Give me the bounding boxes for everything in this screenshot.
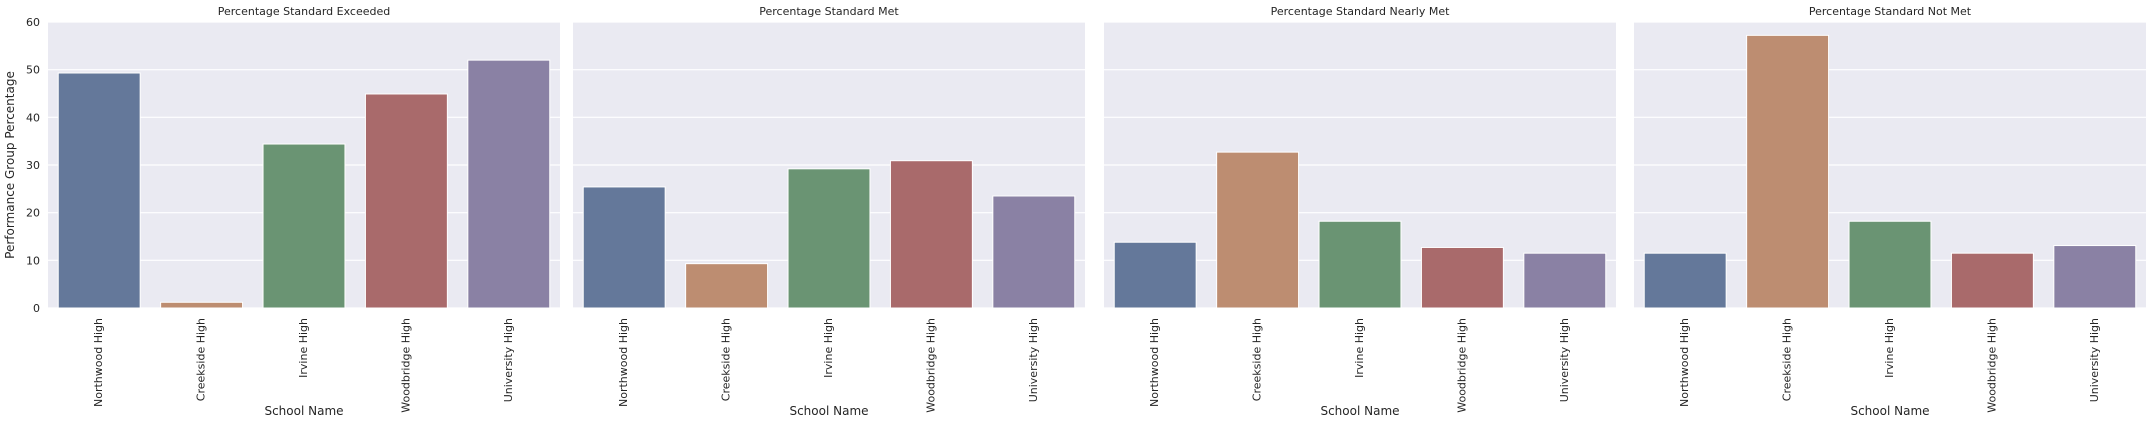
chart-panel: Percentage Standard Met Northwood High Cre… xyxy=(573,5,1085,418)
bar xyxy=(1746,34,1830,309)
x-axis-label: School Name xyxy=(789,404,868,418)
bar xyxy=(889,160,973,309)
x-tick-label: Irvine High xyxy=(297,318,310,378)
bar xyxy=(1523,252,1607,309)
bar xyxy=(1318,220,1402,309)
x-tick-label: Creekside High xyxy=(720,318,733,401)
y-tick-label: 10 xyxy=(26,254,40,267)
y-tick-label: 0 xyxy=(33,302,40,315)
bar xyxy=(467,59,551,309)
x-tick-label: Northwood High xyxy=(1678,318,1691,407)
chart-panel: Percentage Standard Not Met Northwood Hig… xyxy=(1634,5,2146,418)
bar xyxy=(57,72,141,309)
bar xyxy=(1420,246,1504,309)
panel-title: Percentage Standard Nearly Met xyxy=(1271,5,1450,18)
x-tick-label: Creekside High xyxy=(195,318,208,401)
x-tick-label: Irvine High xyxy=(822,318,835,378)
y-axis-label: Performance Group Percentage xyxy=(3,71,17,259)
bar xyxy=(1113,241,1197,309)
bar xyxy=(1848,220,1932,309)
x-tick-label: Woodbridge High xyxy=(1455,318,1468,413)
bar xyxy=(2053,245,2137,309)
x-axis-label: School Name xyxy=(264,404,343,418)
x-tick-label: Creekside High xyxy=(1781,318,1794,401)
x-tick-label: Irvine High xyxy=(1883,318,1896,378)
x-axis-label: School Name xyxy=(1850,404,1929,418)
y-tick-label: 30 xyxy=(26,159,40,172)
bar xyxy=(685,263,769,309)
bar xyxy=(1950,252,2034,309)
x-tick-label: University High xyxy=(1027,318,1040,402)
panel-title: Percentage Standard Met xyxy=(759,5,899,18)
x-tick-label: Woodbridge High xyxy=(399,318,412,413)
bar xyxy=(160,301,244,309)
x-tick-label: University High xyxy=(502,318,515,402)
bar xyxy=(262,143,346,309)
bar xyxy=(787,168,871,309)
chart-panel: Percentage Standard Nearly Met Northwood … xyxy=(1104,5,1616,418)
bar xyxy=(1643,252,1727,309)
x-tick-label: Creekside High xyxy=(1251,318,1264,401)
bar xyxy=(364,93,448,309)
y-tick-label: 40 xyxy=(26,111,40,124)
bar xyxy=(582,186,666,309)
x-tick-label: Woodbridge High xyxy=(1985,318,1998,413)
y-tick-label: 50 xyxy=(26,64,40,77)
x-tick-label: University High xyxy=(1558,318,1571,402)
x-axis-label: School Name xyxy=(1320,404,1399,418)
x-tick-label: University High xyxy=(2088,318,2101,402)
x-tick-label: Irvine High xyxy=(1353,318,1366,378)
y-tick-label: 60 xyxy=(26,16,40,29)
x-tick-label: Woodbridge High xyxy=(924,318,937,413)
panel-title: Percentage Standard Exceeded xyxy=(218,5,391,18)
x-tick-label: Northwood High xyxy=(1148,318,1161,407)
bar xyxy=(1216,151,1300,309)
x-tick-label: Northwood High xyxy=(617,318,630,407)
x-tick-label: Northwood High xyxy=(92,318,105,407)
bar xyxy=(992,195,1076,309)
y-tick-label: 20 xyxy=(26,207,40,220)
chart-panel: 0 10 20 30 40 50 60 Percentage Standard Exceede… xyxy=(26,5,560,418)
panel-title: Percentage Standard Not Met xyxy=(1809,5,1972,18)
